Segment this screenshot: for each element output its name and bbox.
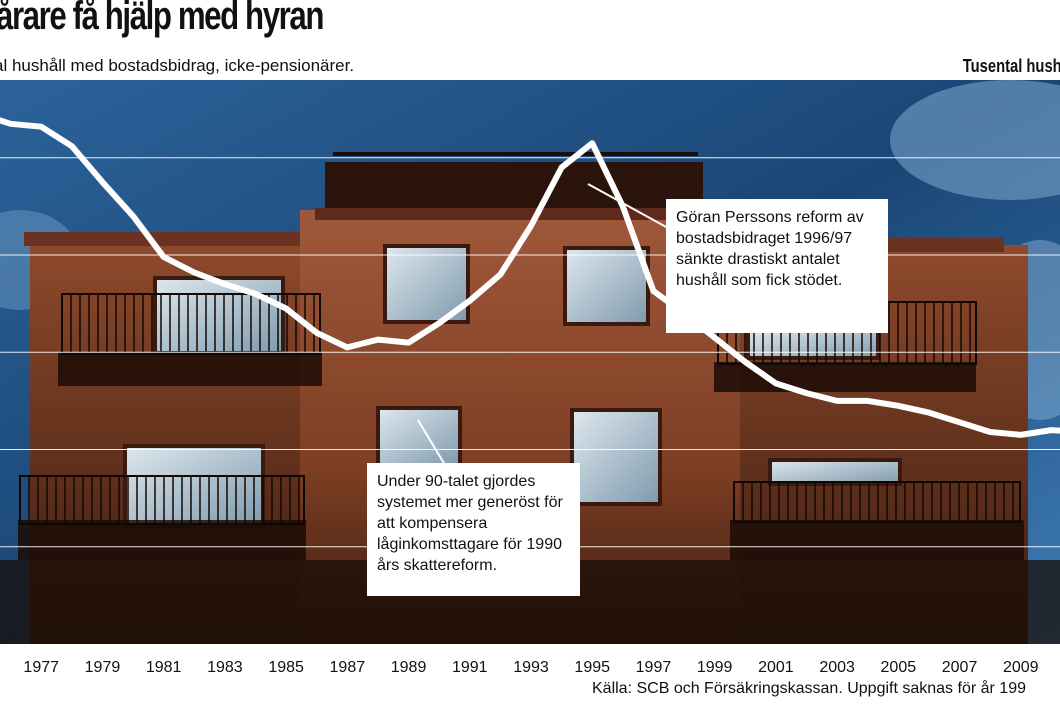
window <box>563 246 650 326</box>
building-roof-top <box>325 162 703 212</box>
source-note: Källa: SCB och Försäkringskassan. Uppgif… <box>592 680 1026 697</box>
x-tick-label: 2003 <box>819 659 855 676</box>
x-tick-label: 1995 <box>574 659 610 676</box>
x-tick-label: 1977 <box>23 659 59 676</box>
x-tick-label: 1981 <box>146 659 182 676</box>
x-tick-label: 1985 <box>268 659 304 676</box>
y-axis-unit-label: Tusental hush <box>963 56 1060 76</box>
x-tick-label: 2007 <box>942 659 978 676</box>
x-axis: 6197719791981198319851987198919911993199… <box>23 659 1039 676</box>
window <box>376 406 462 468</box>
x-tick-label: 2001 <box>758 659 794 676</box>
window <box>123 444 265 528</box>
x-tick-label: 1987 <box>330 659 366 676</box>
series-line <box>0 117 1060 438</box>
window <box>768 458 902 486</box>
x-tick-label: 1989 <box>391 659 427 676</box>
x-tick-label: 1991 <box>452 659 488 676</box>
x-tick-label: 2005 <box>881 659 917 676</box>
x-tick-label: 1997 <box>636 659 672 676</box>
x-tick-label: 1979 <box>85 659 121 676</box>
balcony <box>58 352 322 386</box>
building-left-eave <box>24 232 324 246</box>
chart-title: årare få hjälp med hyran <box>0 0 324 38</box>
balcony <box>18 520 306 560</box>
cloud <box>890 80 1060 200</box>
window <box>570 408 662 506</box>
annotation-leader-line <box>587 183 669 229</box>
chart-subtitle: al hushåll med bostadsbidrag, icke-pensi… <box>0 56 355 75</box>
window <box>746 328 880 360</box>
x-tick-label: 2009 <box>1003 659 1039 676</box>
x-tick-label: 1993 <box>513 659 549 676</box>
building-roof-ledge <box>315 208 735 220</box>
x-tick-label: 1999 <box>697 659 733 676</box>
balcony <box>730 520 1024 560</box>
x-tick-label: 1983 <box>207 659 243 676</box>
roof-rail <box>333 152 698 156</box>
annotation-leader-line <box>417 419 446 466</box>
window <box>153 276 285 355</box>
annotation-90s: Under 90-talet gjordes systemet mer gene… <box>367 463 580 596</box>
annotation-reform: Göran Perssons reform av bostadsbidraget… <box>666 199 888 333</box>
series-layer <box>0 117 1060 438</box>
